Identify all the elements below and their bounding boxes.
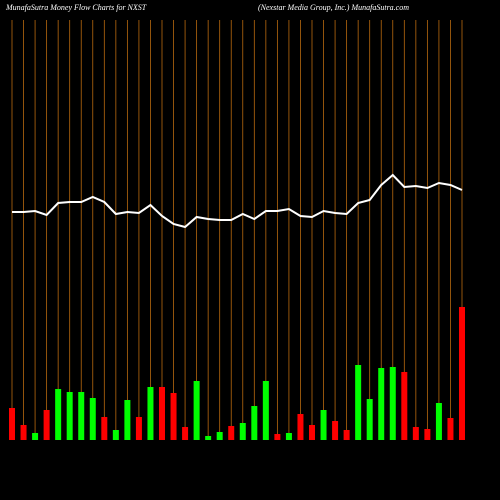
chart-title: MunafaSutra Money Flow Charts for NXST bbox=[5, 3, 147, 12]
bar bbox=[459, 307, 465, 440]
bar bbox=[424, 429, 431, 440]
chart-subtitle: (Nexstar Media Group, Inc.) MunafaSutra.… bbox=[258, 3, 409, 12]
bar bbox=[135, 417, 142, 440]
bar bbox=[32, 433, 39, 440]
bar bbox=[228, 426, 235, 440]
bar bbox=[55, 389, 62, 440]
bar bbox=[124, 400, 131, 440]
bar bbox=[101, 417, 108, 440]
bar bbox=[112, 430, 119, 440]
bar bbox=[9, 408, 15, 440]
bar bbox=[355, 365, 362, 440]
bar bbox=[89, 398, 96, 440]
bar bbox=[66, 392, 73, 440]
bar bbox=[216, 432, 223, 440]
bar bbox=[309, 425, 315, 440]
bar bbox=[262, 381, 269, 440]
bar bbox=[205, 436, 212, 440]
bar bbox=[332, 421, 339, 440]
bar bbox=[251, 406, 258, 440]
bar bbox=[320, 410, 327, 440]
bar bbox=[401, 372, 408, 440]
bar bbox=[285, 433, 292, 440]
bar bbox=[297, 414, 304, 440]
bar bbox=[366, 399, 373, 440]
bar bbox=[412, 427, 419, 440]
bar bbox=[43, 410, 50, 440]
bar bbox=[274, 434, 281, 440]
price-line bbox=[12, 173, 463, 229]
bar bbox=[239, 423, 246, 440]
bar bbox=[193, 381, 200, 440]
bar bbox=[20, 425, 27, 440]
bar bbox=[170, 393, 177, 440]
bar bbox=[78, 392, 85, 440]
bar bbox=[343, 430, 350, 440]
bar bbox=[378, 368, 385, 440]
bar bbox=[389, 367, 396, 440]
bar bbox=[159, 387, 165, 440]
bar bbox=[182, 427, 189, 440]
bar bbox=[147, 387, 154, 440]
bar bbox=[447, 418, 454, 440]
bar bbox=[435, 403, 442, 440]
